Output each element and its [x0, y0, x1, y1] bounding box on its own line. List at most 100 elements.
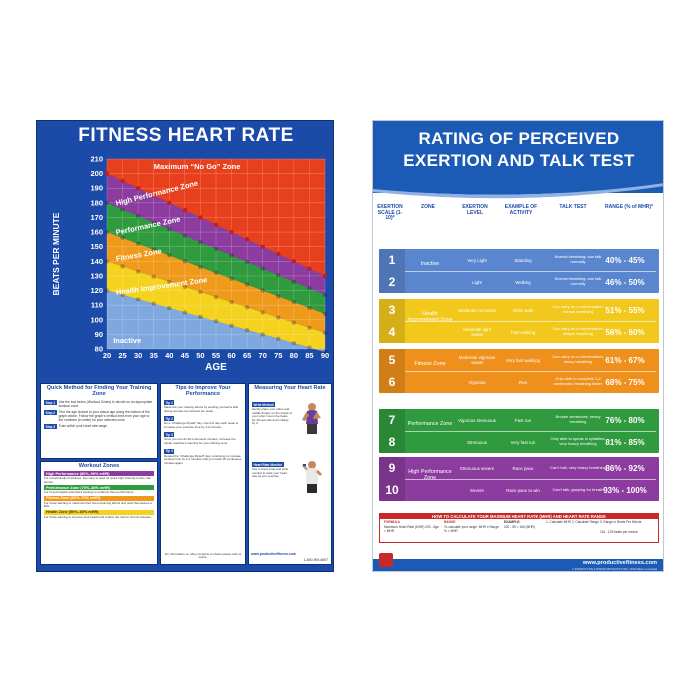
workout-zone-desc: For those wanting to improve their healt… — [44, 514, 152, 519]
x-tick-label: 40 — [165, 351, 173, 360]
zone-marker — [120, 292, 125, 298]
zone-marker — [213, 294, 219, 300]
steps-list: Step 1 Use the box below (Workout Zones) … — [41, 400, 157, 429]
step-text: Train within your heart rate range. — [58, 424, 108, 428]
calc-range-text: To calculate your range: MHR x Range % =… — [444, 525, 499, 533]
zone-marker — [213, 246, 219, 252]
heart-rate-range: 61% - 67% — [605, 355, 645, 365]
y-tick-label: 140 — [90, 257, 103, 266]
exertion-number: 10 — [385, 483, 399, 497]
zone-marker — [182, 310, 188, 315]
man-with-monitor-icon — [302, 461, 322, 493]
zone-marker — [322, 349, 328, 355]
exertion-number: 4 — [388, 325, 396, 339]
zone-marker — [291, 320, 297, 325]
exertion-level: Moderate no sweat — [458, 307, 496, 313]
zone-marker — [244, 327, 250, 333]
quick-method-panel: Quick Method for Finding Your Training Z… — [40, 383, 158, 459]
zone-marker — [182, 207, 188, 213]
scale-column — [379, 457, 405, 501]
tip-text: Repeat the “Challenge Myself” day, conti… — [164, 453, 242, 465]
activity-example: Run — [518, 379, 528, 385]
zone-marker — [291, 300, 297, 305]
x-tick-label: 85 — [305, 351, 313, 360]
exertion-row: 10 Severe Race pace to win Can't talk; gasp… — [379, 479, 659, 501]
x-tick-label: 55 — [212, 351, 220, 360]
zone-marker — [135, 186, 141, 191]
zone-marker — [291, 279, 297, 284]
exertion-zone-block: Fitness Zone 5 Moderate vigorous sweat Very… — [379, 349, 659, 393]
exertion-number: 6 — [388, 375, 396, 389]
method-wrist: Wrist Method Gently place your index and… — [252, 402, 292, 427]
tip-text: Maximize your training efforts by workin… — [164, 405, 239, 413]
heart-rate-range: 93% - 100% — [603, 485, 647, 495]
exertion-number: 1 — [388, 253, 396, 267]
scale-column — [379, 349, 405, 393]
exertion-row: 1 Very Light Standing Normal breathing: can… — [379, 249, 659, 271]
workout-zone-desc: For exceptionally fit athletes, this zon… — [44, 476, 151, 484]
zone-marker — [198, 215, 203, 220]
zone-marker — [182, 259, 188, 264]
activity-example: Standing — [514, 257, 532, 263]
zone-marker — [151, 301, 156, 306]
tips-list: Tip 1 Maximize your training efforts by w… — [161, 398, 245, 465]
zone-marker — [307, 266, 312, 271]
talk-test: Only able to speak in syllables; very he… — [550, 436, 606, 446]
zone-marker — [167, 305, 172, 311]
monitor-method-label: Heart Rate Monitor — [252, 462, 284, 467]
x-tick-label: 35 — [150, 351, 158, 360]
zone-marker — [151, 193, 156, 198]
calc-title: HOW TO CALCULATE YOUR MAXIMUM HEART RATE… — [380, 514, 658, 519]
heart-rate-range: 86% - 92% — [605, 463, 645, 473]
y-tick-label: 80 — [95, 345, 103, 354]
zone-marker — [151, 247, 156, 252]
zone-marker — [104, 229, 110, 235]
calculation-box: HOW TO CALCULATE YOUR MAXIMUM HEART RATE… — [379, 513, 659, 543]
col-activity: EXAMPLE OF ACTIVITY — [504, 204, 538, 216]
method-monitor: Heart Rate Monitor Use a chest strap and… — [252, 462, 292, 480]
workout-zone-label: Fitness Zone (60%–70% mHR) — [44, 495, 154, 501]
workout-zone-label: High Performance (80%–90% mHR) — [44, 471, 154, 476]
x-tick-label: 70 — [259, 351, 267, 360]
zone-marker — [229, 300, 234, 305]
calc-example-text: 220 - 55 = 165 (MHR) — [504, 525, 535, 529]
calc-formula-text: Maximum Heart Rate (MHR) 220 - Age = MHR — [384, 525, 439, 533]
column-headers: EXERTION SCALE (1-10)* ZONE EXERTION LEV… — [377, 204, 661, 239]
calc-result-text: 116 - 125 beats per minute — [600, 530, 638, 534]
zone-name: Fitness Zone — [414, 361, 446, 367]
exertion-zone-block: Health Improvement Zone 3 Moderate no swea… — [379, 299, 659, 343]
exertion-level: Vigorous strenuous — [458, 417, 496, 423]
y-tick-label: 130 — [90, 271, 103, 280]
step-badge: Step 3 — [44, 424, 57, 429]
zone-label: Maximum “No Go” Zone — [154, 162, 241, 171]
col-range: RANGE (% of MHR)* — [604, 204, 654, 210]
exertion-level: Strenuous — [466, 439, 487, 445]
zone-marker — [276, 294, 281, 299]
y-axis-label: BEATS PER MINUTE — [51, 212, 61, 295]
calc-example-label: EXAMPLE: — [504, 520, 521, 524]
zone-marker — [276, 251, 281, 257]
zone-marker — [182, 284, 188, 290]
zone-marker — [104, 259, 110, 264]
exertion-zone-block: High Performance Zone 9 Strenuous severe Ra… — [379, 457, 659, 501]
heart-rate-range: 68% - 75% — [605, 377, 645, 387]
zone-marker — [244, 259, 250, 265]
right-footer-copyright: © PRODUCTIVE FITNESS PRODUCTS INC. 2016 … — [572, 567, 657, 571]
zone-marker — [213, 319, 219, 324]
y-tick-label: 110 — [91, 301, 103, 310]
workout-zone-desc: For fit and regular exercisers wanting t… — [44, 490, 135, 495]
zone-marker — [229, 323, 234, 328]
activity-example: Brisk walk — [513, 307, 533, 313]
zone-name: Health Improvement Zone — [407, 311, 452, 323]
row-divider — [405, 431, 656, 432]
exertion-row: 7 Vigorous strenuous Fast run Broken senten… — [379, 409, 659, 431]
zone-marker — [276, 272, 281, 278]
exertion-number: 8 — [388, 435, 396, 449]
col-scale: EXERTION SCALE (1-10)* — [377, 204, 403, 222]
zone-marker — [322, 273, 328, 279]
col-zone: ZONE — [421, 204, 435, 210]
zone-marker — [291, 340, 297, 346]
y-tick-label: 160 — [90, 228, 103, 237]
activity-example: Very fast run — [510, 439, 536, 445]
x-tick-label: 20 — [103, 351, 111, 360]
